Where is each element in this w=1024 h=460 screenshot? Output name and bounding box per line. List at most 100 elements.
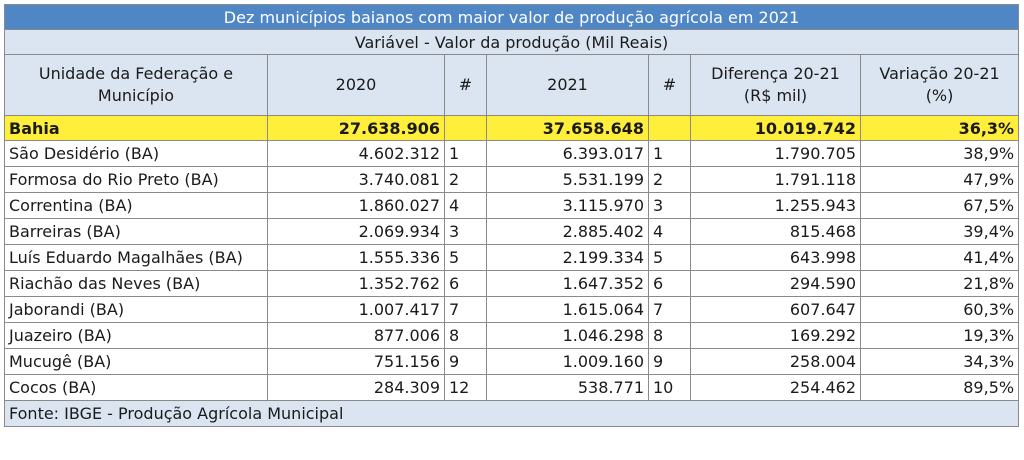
total-rank-2020 xyxy=(444,115,487,141)
value-2020: 1.860.027 xyxy=(267,192,445,219)
variation: 89,5% xyxy=(859,374,1020,401)
total-difference: 10.019.742 xyxy=(690,115,861,141)
value-2021: 5.531.199 xyxy=(486,166,649,193)
value-2021: 2.199.334 xyxy=(486,244,649,271)
difference: 258.004 xyxy=(690,348,861,375)
difference: 815.468 xyxy=(690,218,861,245)
rank-2021: 8 xyxy=(648,322,691,349)
value-2021: 1.046.298 xyxy=(486,322,649,349)
table-row: Riachão das Neves (BA) 1.352.762 6 1.647.35… xyxy=(4,270,1020,297)
municipality-name: Formosa do Rio Preto (BA) xyxy=(4,166,268,193)
value-2020: 751.156 xyxy=(267,348,445,375)
difference: 1.791.118 xyxy=(690,166,861,193)
production-table-container: Dez municípios baianos com maior valor d… xyxy=(3,4,1020,427)
header-var-line2: (%) xyxy=(925,86,954,105)
municipality-name: Juazeiro (BA) xyxy=(4,322,268,349)
total-2021: 37.658.648 xyxy=(486,115,649,141)
value-2020: 877.006 xyxy=(267,322,445,349)
header-2021: 2021 xyxy=(486,54,649,116)
variation: 39,4% xyxy=(859,218,1020,245)
header-unit-line1: Unidade da Federação e xyxy=(38,64,234,83)
table-row: Formosa do Rio Preto (BA) 3.740.081 2 5.531… xyxy=(4,166,1020,193)
rank-2020: 6 xyxy=(444,270,487,297)
difference: 169.292 xyxy=(690,322,861,349)
value-2021: 2.885.402 xyxy=(486,218,649,245)
rank-2021: 4 xyxy=(648,218,691,245)
municipality-name: Luís Eduardo Magalhães (BA) xyxy=(4,244,268,271)
rank-2020: 4 xyxy=(444,192,487,219)
rank-2021: 3 xyxy=(648,192,691,219)
table-title: Dez municípios baianos com maior valor d… xyxy=(3,4,1020,30)
variation: 19,3% xyxy=(859,322,1020,349)
source-note: Fonte: IBGE - Produção Agrícola Municipa… xyxy=(3,400,1020,427)
value-2020: 4.602.312 xyxy=(267,140,445,167)
difference: 294.590 xyxy=(690,270,861,297)
source-row: Fonte: IBGE - Produção Agrícola Municipa… xyxy=(3,400,1020,427)
value-2021: 1.615.064 xyxy=(486,296,649,323)
table-row: Luís Eduardo Magalhães (BA) 1.555.336 5 2.1… xyxy=(4,244,1020,271)
value-2021: 538.771 xyxy=(486,374,649,401)
total-2020: 27.638.906 xyxy=(267,115,445,141)
rank-2021: 7 xyxy=(648,296,691,323)
difference: 607.647 xyxy=(690,296,861,323)
value-2021: 1.647.352 xyxy=(486,270,649,297)
header-2020: 2020 xyxy=(267,54,445,116)
variation: 60,3% xyxy=(859,296,1020,323)
total-name: Bahia xyxy=(4,115,268,141)
difference: 254.462 xyxy=(690,374,861,401)
municipality-name: São Desidério (BA) xyxy=(4,140,268,167)
total-row: Bahia 27.638.906 37.658.648 10.019.742 3… xyxy=(4,115,1020,141)
municipality-name: Jaborandi (BA) xyxy=(4,296,268,323)
table-row: Jaborandi (BA) 1.007.417 7 1.615.064 7 607.64… xyxy=(4,296,1020,323)
variation: 41,4% xyxy=(859,244,1020,271)
table-row: Mucugê (BA) 751.156 9 1.009.160 9 258.004 34,3… xyxy=(4,348,1020,375)
difference: 1.790.705 xyxy=(690,140,861,167)
variation: 67,5% xyxy=(859,192,1020,219)
rank-2021: 5 xyxy=(648,244,691,271)
title-row: Dez municípios baianos com maior valor d… xyxy=(3,4,1020,30)
header-unit-line2: Município xyxy=(97,86,175,105)
header-var-line1: Variação 20-21 xyxy=(879,64,1000,83)
value-2020: 2.069.934 xyxy=(267,218,445,245)
rank-2020: 1 xyxy=(444,140,487,167)
rank-2020: 9 xyxy=(444,348,487,375)
value-2020: 1.352.762 xyxy=(267,270,445,297)
header-diff-line2: (R$ mil) xyxy=(743,86,808,105)
header-unit: Unidade da Federação e Município xyxy=(4,54,268,116)
municipality-name: Correntina (BA) xyxy=(4,192,268,219)
subtitle-row: Variável - Valor da produção (Mil Reais) xyxy=(3,29,1020,55)
rank-2021: 1 xyxy=(648,140,691,167)
value-2021: 1.009.160 xyxy=(486,348,649,375)
rank-2020: 8 xyxy=(444,322,487,349)
rank-2021: 2 xyxy=(648,166,691,193)
value-2021: 3.115.970 xyxy=(486,192,649,219)
value-2021: 6.393.017 xyxy=(486,140,649,167)
rank-2020: 12 xyxy=(444,374,487,401)
variation: 47,9% xyxy=(859,166,1020,193)
header-rank-2020: # xyxy=(444,54,487,116)
table-row: Barreiras (BA) 2.069.934 3 2.885.402 4 815.46… xyxy=(4,218,1020,245)
value-2020: 1.007.417 xyxy=(267,296,445,323)
difference: 1.255.943 xyxy=(690,192,861,219)
rank-2020: 2 xyxy=(444,166,487,193)
header-diff-line1: Diferença 20-21 xyxy=(711,64,840,83)
municipality-name: Barreiras (BA) xyxy=(4,218,268,245)
rank-2021: 10 xyxy=(648,374,691,401)
header-rank-2021: # xyxy=(648,54,691,116)
table-row: Cocos (BA) 284.309 12 538.771 10 254.462 89,5% xyxy=(4,374,1020,401)
value-2020: 1.555.336 xyxy=(267,244,445,271)
production-table: Dez municípios baianos com maior valor d… xyxy=(3,4,1020,427)
value-2020: 3.740.081 xyxy=(267,166,445,193)
table-row: São Desidério (BA) 4.602.312 1 6.393.017 1 1.… xyxy=(4,140,1020,167)
header-difference: Diferença 20-21 (R$ mil) xyxy=(690,54,861,116)
table-row: Juazeiro (BA) 877.006 8 1.046.298 8 169.292 19… xyxy=(4,322,1020,349)
rank-2021: 9 xyxy=(648,348,691,375)
variation: 38,9% xyxy=(859,140,1020,167)
rank-2020: 3 xyxy=(444,218,487,245)
municipality-name: Cocos (BA) xyxy=(4,374,268,401)
header-variation: Variação 20-21 (%) xyxy=(859,54,1020,116)
variation: 34,3% xyxy=(859,348,1020,375)
municipality-name: Riachão das Neves (BA) xyxy=(4,270,268,297)
table-subtitle: Variável - Valor da produção (Mil Reais) xyxy=(3,29,1020,55)
total-variation: 36,3% xyxy=(859,115,1020,141)
